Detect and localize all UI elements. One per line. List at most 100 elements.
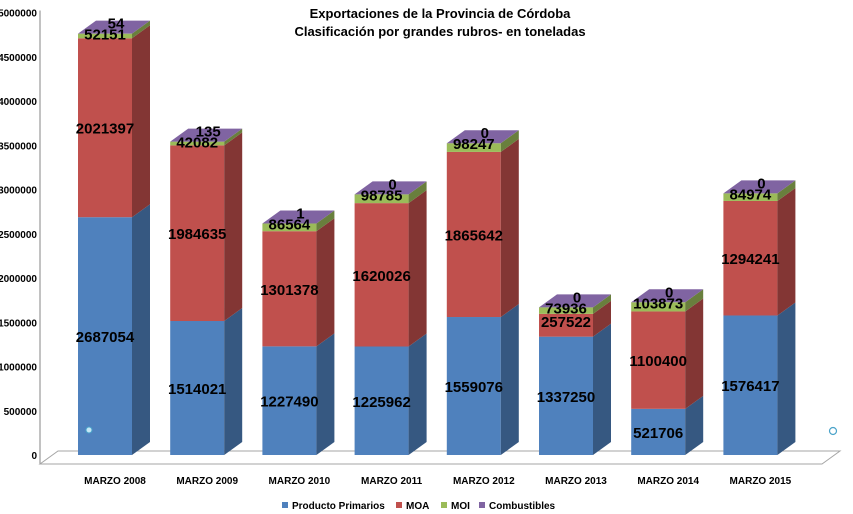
bar-segment <box>354 333 427 455</box>
x-tick-label: MARZO 2012 <box>453 476 515 487</box>
bar-segment-front <box>631 408 686 455</box>
y-tick-label: 1000000 <box>0 363 37 374</box>
bar-segment-front <box>354 203 409 347</box>
bar-segment-side <box>408 333 427 455</box>
bar-segment <box>723 302 796 455</box>
y-tick-label: 4500000 <box>0 53 37 64</box>
bar-segment-front <box>723 193 778 201</box>
data-label: 1100400 <box>629 353 687 370</box>
bar-segment-side <box>224 128 243 142</box>
legend-swatch <box>479 502 485 508</box>
bar-top <box>354 181 427 195</box>
chart-title: Exportaciones de la Provincia de Córdoba <box>310 6 572 21</box>
x-tick-label: MARZO 2011 <box>361 476 423 487</box>
legend-label: Producto Primarios <box>292 501 385 512</box>
data-label: 0 <box>481 125 489 142</box>
category-labels: MARZO 2008 MARZO 2009 MARZO 2010 MARZO 2011… <box>84 476 792 487</box>
bar-top <box>262 210 335 224</box>
bar-segment-front <box>78 38 132 218</box>
bars <box>78 20 796 455</box>
y-tick-label: 2500000 <box>0 230 37 241</box>
data-label: 1865642 <box>445 227 503 244</box>
data-label: 1559076 <box>445 379 503 396</box>
bar-segment <box>78 204 150 455</box>
data-label: 257522 <box>541 314 591 331</box>
selection-handles <box>85 426 838 436</box>
bar-top <box>723 180 796 194</box>
data-label: 1225962 <box>352 394 410 411</box>
bar-segment <box>170 308 243 455</box>
bar-segment-front <box>354 194 409 204</box>
legend-swatch <box>441 502 447 508</box>
bar-segment-front <box>78 217 132 455</box>
data-label: 52151 <box>84 27 126 44</box>
legend-label: MOI <box>451 501 470 512</box>
legend-item: Combustibles <box>479 501 556 512</box>
legend-label: Combustibles <box>489 501 556 512</box>
bar-segment <box>631 395 704 455</box>
bar-segment-side <box>408 181 427 204</box>
bar-top <box>446 130 519 144</box>
bar-segment-side <box>685 289 704 312</box>
bar-segment <box>723 187 796 316</box>
data-label: 84974 <box>730 186 772 203</box>
chart-titles: Exportaciones de la Provincia de Córdoba… <box>294 6 585 39</box>
data-label: 1620026 <box>352 268 410 285</box>
bar-segment-front <box>78 33 132 39</box>
bar-top <box>170 128 243 142</box>
bar-segment-side <box>777 302 796 455</box>
data-label: 2021397 <box>76 121 134 138</box>
x-tick-label: MARZO 2010 <box>269 476 331 487</box>
bar-segment-side <box>224 308 243 455</box>
selection-handle[interactable] <box>828 426 838 436</box>
bar-segment-side <box>593 300 611 337</box>
bar-segment-side <box>777 187 796 316</box>
y-tick-label: 4000000 <box>0 97 37 108</box>
data-label: 1514021 <box>168 381 226 398</box>
data-label: 1294241 <box>721 251 779 268</box>
bar-segment-side <box>224 132 243 322</box>
bar-segment <box>170 132 243 322</box>
bar-segment-front <box>262 223 317 232</box>
y-axis: 0 500000 1000000 1500000 2000000 2500000 30000… <box>0 9 41 464</box>
bar-segment-front <box>262 231 317 347</box>
bar-segment-front <box>723 315 778 455</box>
legend-item: MOI <box>441 501 470 512</box>
bar-top <box>78 20 150 34</box>
bar-segment-side <box>224 128 243 146</box>
bar-segment-side <box>685 298 704 409</box>
data-label: 1984635 <box>168 226 226 243</box>
data-label: 98785 <box>361 187 403 204</box>
selection-handle[interactable] <box>85 426 93 434</box>
data-label: 1576417 <box>721 378 779 395</box>
data-label: 1337250 <box>537 389 595 406</box>
bar-segment <box>631 298 704 409</box>
data-label: 0 <box>757 175 765 192</box>
bar-segment-front <box>539 307 593 314</box>
bar-segment <box>539 294 611 314</box>
bar-segment-side <box>777 180 796 201</box>
legend-swatch <box>282 502 288 508</box>
chart-subtitle: Clasificación por grandes rubros- en ton… <box>294 24 585 39</box>
bar-segment <box>539 300 611 337</box>
bar-segment-front <box>539 336 593 455</box>
bar-segment-side <box>132 20 150 39</box>
x-tick-label: MARZO 2013 <box>545 476 607 487</box>
bar-segment <box>262 218 335 347</box>
bar-segment-side <box>500 130 519 152</box>
y-tick-label: 0 <box>31 451 37 462</box>
legend-item: MOA <box>396 501 429 512</box>
data-label: 135 <box>196 124 221 141</box>
bar-segment-front <box>446 317 501 455</box>
y-tick-label: 3000000 <box>0 186 37 197</box>
bar-segment-front <box>446 143 501 152</box>
bar-segment-front <box>631 302 686 312</box>
data-label: 42082 <box>176 135 218 152</box>
bar-segment-front <box>446 151 501 318</box>
bar-segment <box>631 289 704 312</box>
bar-segment <box>262 210 335 224</box>
bar-segment-side <box>132 20 150 34</box>
bar-segment-side <box>500 138 519 318</box>
bar-segment-side <box>316 333 335 455</box>
